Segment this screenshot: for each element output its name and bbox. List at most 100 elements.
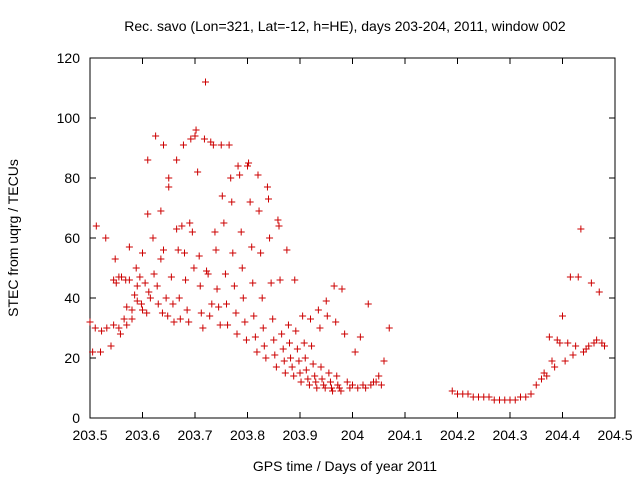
data-point xyxy=(123,321,131,329)
data-point xyxy=(115,324,123,332)
data-point xyxy=(202,78,209,86)
data-point xyxy=(332,318,340,326)
data-point xyxy=(133,297,141,305)
data-point xyxy=(299,312,307,320)
y-tick-label: 120 xyxy=(57,50,81,66)
data-point xyxy=(174,246,182,254)
data-point xyxy=(351,348,359,356)
x-tick-label: 204 xyxy=(341,427,365,443)
data-point xyxy=(375,372,383,380)
data-point xyxy=(86,318,94,326)
data-point xyxy=(208,300,216,308)
data-point xyxy=(185,318,193,326)
data-point xyxy=(111,255,119,263)
data-point xyxy=(377,381,385,389)
data-point xyxy=(131,291,139,299)
x-tick-label: 203.8 xyxy=(230,427,265,443)
x-axis-label: GPS time / Days of year 2011 xyxy=(253,458,437,474)
data-point xyxy=(128,315,136,323)
data-point xyxy=(309,360,317,368)
data-point xyxy=(300,339,308,347)
data-point xyxy=(196,282,204,290)
data-point xyxy=(218,192,226,200)
x-tick-labels: 203.5 203.6 203.7 203.8 203.9 204 204.1 204.2 20… xyxy=(72,427,632,443)
data-point xyxy=(146,294,154,302)
data-point xyxy=(149,234,157,242)
data-point xyxy=(317,363,325,371)
data-point xyxy=(237,228,245,236)
data-point xyxy=(242,336,250,344)
data-point xyxy=(341,330,349,338)
data-point xyxy=(330,282,338,290)
data-point xyxy=(328,384,335,392)
data-point xyxy=(234,162,242,170)
data-point xyxy=(587,279,595,287)
data-point xyxy=(329,387,337,395)
x-tick-label: 204.5 xyxy=(597,427,632,443)
data-point xyxy=(548,357,556,365)
data-point xyxy=(333,372,341,380)
data-point xyxy=(173,225,181,233)
data-point xyxy=(385,324,393,332)
data-point xyxy=(187,135,195,143)
data-point xyxy=(173,156,181,164)
data-point xyxy=(206,312,214,320)
data-point xyxy=(209,141,217,149)
data-point xyxy=(211,228,219,236)
data-point xyxy=(269,315,277,323)
data-point xyxy=(152,132,160,140)
data-point xyxy=(144,156,152,164)
data-point xyxy=(150,270,158,278)
data-point xyxy=(314,306,322,314)
data-point xyxy=(157,255,165,263)
data-point xyxy=(564,339,572,347)
data-point xyxy=(132,264,140,272)
data-point xyxy=(255,207,263,215)
data-point xyxy=(225,141,233,149)
data-point xyxy=(165,174,173,182)
data-point xyxy=(215,303,223,311)
data-point xyxy=(233,330,241,338)
data-point xyxy=(318,375,326,383)
data-point xyxy=(271,351,279,359)
data-point xyxy=(227,174,235,182)
y-tick-label: 40 xyxy=(64,290,80,306)
data-point xyxy=(236,171,244,179)
data-point xyxy=(290,372,298,380)
data-point xyxy=(559,312,566,320)
data-point xyxy=(153,282,161,290)
data-point xyxy=(253,348,261,356)
data-point xyxy=(107,342,115,350)
data-point xyxy=(259,324,267,332)
data-point xyxy=(199,324,207,332)
data-point xyxy=(286,339,293,347)
data-point xyxy=(380,357,388,365)
data-point xyxy=(158,309,166,317)
data-point xyxy=(203,267,211,275)
data-point xyxy=(188,228,196,236)
data-point xyxy=(89,348,97,356)
data-point xyxy=(220,219,228,227)
data-point xyxy=(230,282,238,290)
data-point xyxy=(288,363,296,371)
data-point xyxy=(338,285,346,293)
data-point xyxy=(186,219,194,227)
data-point xyxy=(485,393,493,401)
data-point xyxy=(246,198,254,206)
data-point xyxy=(118,273,125,281)
data-point xyxy=(194,168,202,176)
plot-border xyxy=(89,57,616,419)
data-point xyxy=(543,372,551,380)
data-point xyxy=(263,183,271,191)
data-point xyxy=(145,288,153,296)
data-point xyxy=(354,384,362,392)
data-point xyxy=(267,279,275,287)
data-point xyxy=(311,372,319,380)
data-point xyxy=(181,249,188,257)
data-point xyxy=(137,300,145,308)
data-point xyxy=(217,141,225,149)
data-point xyxy=(302,366,310,374)
data-point xyxy=(276,276,284,284)
data-point xyxy=(295,357,303,365)
